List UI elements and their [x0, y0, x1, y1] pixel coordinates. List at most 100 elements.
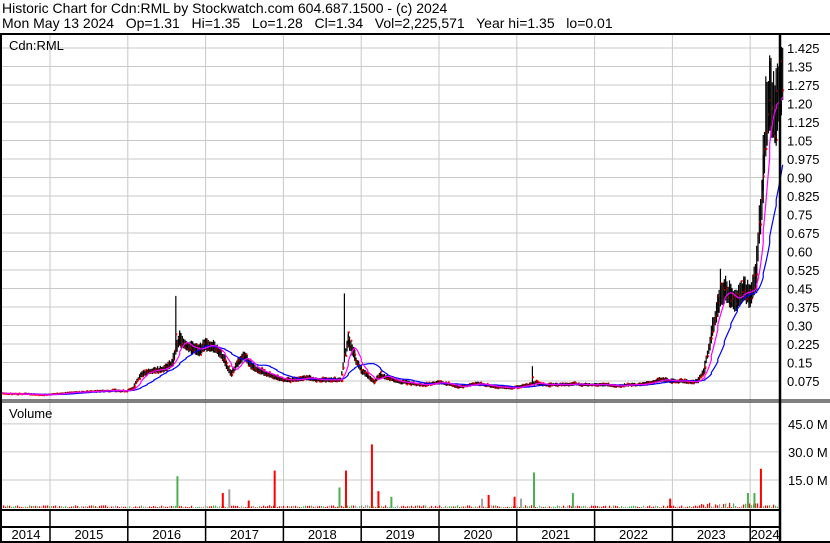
volume-bar [349, 506, 351, 508]
volume-bar [617, 506, 619, 508]
volume-bar [207, 506, 209, 508]
year-label: 2020 [463, 527, 492, 542]
volume-bar [531, 505, 533, 508]
volume-bar [155, 506, 157, 508]
volume-bar [641, 506, 643, 508]
volume-bar [451, 506, 453, 508]
volume-bar [647, 506, 649, 508]
volume-bar [299, 506, 301, 508]
volume-bar [719, 504, 721, 508]
close-tick [143, 369, 145, 372]
volume-bar [145, 506, 147, 508]
volume-bar [263, 505, 265, 508]
price-tick-label: 1.20 [787, 96, 812, 111]
close-tick [763, 175, 765, 178]
volume-bar [179, 506, 181, 508]
volume-bar [529, 506, 531, 508]
close-tick [704, 366, 707, 369]
volume-bar [461, 506, 463, 508]
close-tick [226, 362, 228, 365]
year-label: 2019 [386, 527, 415, 542]
volume-spike-bar [669, 498, 672, 508]
volume-spike-bar [520, 498, 523, 508]
close-tick [707, 355, 709, 358]
volume-bar [239, 507, 241, 508]
volume-bar [695, 505, 697, 508]
volume-bar [97, 507, 99, 508]
volume-bar [81, 506, 83, 508]
close-tick [348, 331, 350, 334]
volume-bar [41, 506, 43, 508]
volume-bar [133, 507, 135, 508]
volume-bar [191, 505, 193, 508]
volume-bar [397, 505, 399, 508]
volume-spike-bar [377, 491, 380, 508]
volume-bar [11, 506, 13, 508]
volume-bar [393, 507, 395, 508]
volume-bar [637, 506, 639, 508]
volume-bar [773, 504, 775, 508]
volume-bar [127, 507, 129, 508]
volume-bar [417, 505, 419, 508]
price-tick-label: 0.975 [787, 152, 820, 167]
volume-bar [689, 505, 691, 508]
volume-bar [447, 507, 449, 508]
close-tick [406, 383, 409, 386]
volume-bar [49, 506, 51, 508]
volume-bar [247, 507, 249, 508]
volume-bar [387, 507, 389, 508]
close-tick [200, 354, 202, 357]
volume-bar [237, 505, 239, 508]
close-tick [232, 371, 235, 374]
volume-bar [217, 506, 219, 508]
close-tick [173, 359, 175, 362]
volume-bar [411, 505, 413, 508]
volume-bar [713, 506, 715, 508]
volume-bar [35, 505, 37, 508]
volume-bar [679, 506, 681, 508]
volume-bar [665, 506, 667, 508]
volume-bar [725, 503, 727, 508]
volume-bar [3, 505, 5, 508]
volume-bar [501, 507, 503, 508]
volume-bar [227, 507, 229, 508]
volume-bar [243, 507, 245, 508]
volume-bar [115, 505, 117, 508]
year-label: 2022 [619, 527, 648, 542]
volume-bar [367, 505, 369, 508]
volume-bar [607, 507, 609, 508]
volume-bar [399, 507, 401, 508]
volume-bar [197, 507, 199, 508]
volume-bar [705, 507, 707, 508]
volume-tick-label: 15.0 M [788, 473, 828, 488]
volume-bar [69, 506, 71, 508]
volume-bar [601, 506, 603, 508]
volume-bar [171, 505, 173, 508]
volume-bar [29, 505, 31, 508]
volume-bar [79, 507, 81, 508]
close-tick [367, 372, 370, 375]
close-tick [350, 339, 353, 342]
volume-bar [453, 506, 455, 508]
close-tick [711, 337, 713, 340]
volume-bar [425, 505, 427, 508]
volume-bar [395, 506, 397, 508]
close-tick [684, 378, 686, 381]
close-tick [120, 390, 122, 393]
close-tick [550, 382, 553, 385]
volume-bar [429, 507, 431, 508]
volume-bar [741, 506, 743, 508]
volume-bar [37, 506, 39, 508]
close-tick [760, 223, 763, 226]
close-tick [627, 382, 629, 385]
year-label: 2024 [751, 527, 780, 542]
volume-bar [323, 506, 325, 508]
volume-bar [363, 507, 365, 508]
volume-bar [83, 506, 85, 508]
volume-bar [199, 506, 201, 508]
volume-bar [525, 505, 527, 508]
close-tick [700, 376, 703, 379]
volume-bar [485, 507, 487, 508]
volume-bar [173, 506, 175, 508]
moving-averages [2, 96, 784, 396]
